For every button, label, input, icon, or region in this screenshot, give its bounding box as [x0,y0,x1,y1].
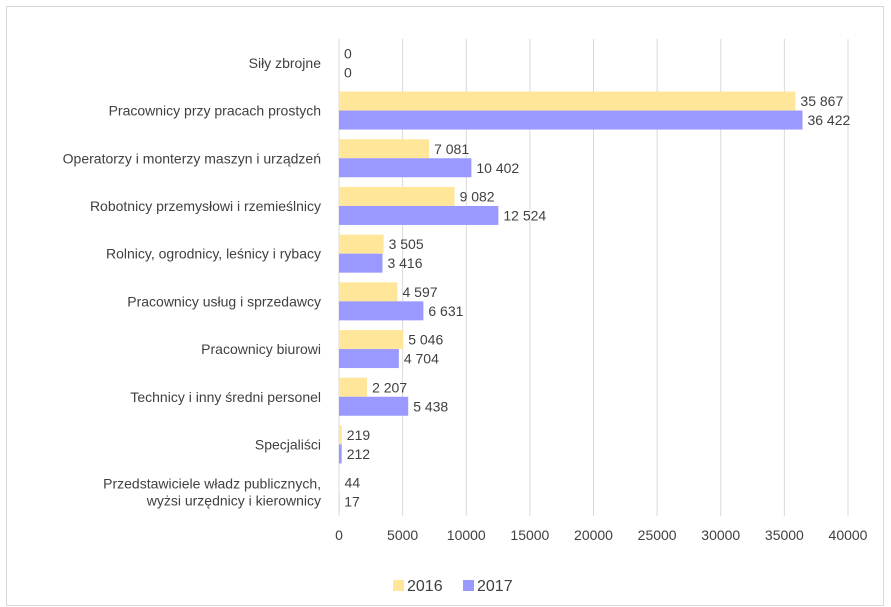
bar-2016 [339,282,397,301]
bar-2016 [339,425,342,444]
legend-label-2016: 2016 [407,578,443,595]
data-label-2017: 36 422 [807,112,850,128]
data-label-2016: 2 207 [372,379,407,395]
legend-swatch-2017 [463,580,474,591]
bars [339,92,802,512]
x-tick-label: 20000 [574,527,613,543]
bar-2017 [339,158,471,177]
data-label-2017: 3 416 [387,255,422,271]
data-label-2017: 5 438 [413,398,448,414]
legend-swatch-2016 [393,580,404,591]
bar-2017 [339,206,498,225]
category-label: Przedstawiciele władz publicznych, [103,476,321,492]
category-label: Siły zbrojne [249,55,322,71]
category-label: Rolnicy, ogrodnicy, leśnicy i rybacy [106,246,321,262]
data-label-2017: 12 524 [503,207,546,223]
x-tick-label: 25000 [638,527,677,543]
x-tick-label: 5000 [387,527,418,543]
data-label-2016: 35 867 [800,93,843,109]
bar-2016 [339,330,403,349]
x-axis-tick-labels: 0 5000 10000 15000 20000 25000 30000 35000 40000 [335,527,868,543]
bar-2017 [339,111,802,130]
category-label: Pracownicy biurowi [201,341,321,357]
legend: 2016 2017 [393,578,513,595]
category-label: Robotnicy przemysłowi i rzemieślnicy [90,198,321,214]
category-label: Pracownicy usług i sprzedawcy [127,293,321,309]
bar-2016 [339,473,340,492]
data-label-2017: 6 631 [428,303,463,319]
x-tick-label: 40000 [829,527,868,543]
category-label: wyżsi urzędnicy i kierownicy [146,493,321,509]
bar-2016 [339,139,429,158]
data-label-2017: 10 402 [476,160,519,176]
x-tick-label: 0 [335,527,343,543]
category-label: Pracownicy przy pracach prostych [109,103,321,119]
category-label: Technicy i inny średni personel [130,389,321,405]
data-label-2017: 4 704 [404,351,439,367]
bar-2017 [339,301,423,320]
bar-2016 [339,187,455,206]
bar-2016 [339,378,367,397]
x-tick-label: 15000 [510,527,549,543]
legend-label-2017: 2017 [477,578,513,595]
bar-2017 [339,349,399,368]
data-label-2017: 212 [347,446,371,462]
bar-2017 [339,397,408,416]
data-label-2016: 7 081 [434,141,469,157]
category-labels: Siły zbrojne Pracownicy przy pracach pros… [63,55,322,509]
x-tick-label: 10000 [447,527,486,543]
bar-2016 [339,235,384,254]
data-label-2016: 219 [347,427,371,443]
data-label-2016: 0 [344,45,352,61]
data-label-2016: 5 046 [408,332,443,348]
bar-chart: Siły zbrojne Pracownicy przy pracach pros… [7,7,885,607]
x-tick-label: 30000 [701,527,740,543]
category-label: Operatorzy i monterzy maszyn i urządzeń [63,150,321,166]
data-label-2016: 4 597 [402,284,437,300]
category-label: Specjaliści [255,436,321,452]
chart-frame: Siły zbrojne Pracownicy przy pracach pros… [6,6,884,606]
x-tick-label: 35000 [765,527,804,543]
bar-2017 [339,444,342,463]
data-label-2016: 3 505 [389,236,424,252]
bar-2017 [339,254,382,273]
data-label-2016: 9 082 [460,188,495,204]
bar-2016 [339,92,795,111]
data-label-2016: 44 [345,475,361,491]
data-label-2017: 17 [344,494,360,510]
data-label-2017: 0 [344,64,352,80]
